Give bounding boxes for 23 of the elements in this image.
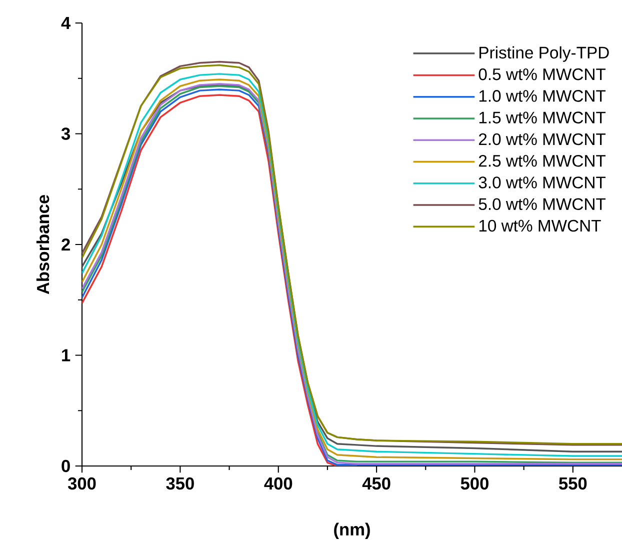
y-tick-label: 4	[61, 17, 71, 29]
y-tick-label: 3	[61, 128, 70, 140]
legend-label: 10 wt% MWCNT	[479, 220, 601, 232]
legend-label: 0.5 wt% MWCNT	[478, 68, 606, 80]
x-tick-label: 350	[166, 477, 194, 490]
x-tick-label: 450	[362, 477, 390, 490]
legend-label: 1.0 wt% MWCNT	[479, 90, 606, 102]
legend-label: Pristine Poly-TPD	[480, 46, 609, 62]
legend-label: 5.0 wt% MWCNT	[478, 198, 606, 210]
x-axis-title: (nm)	[334, 522, 370, 539]
x-tick-label: 400	[264, 477, 292, 490]
x-tick-label: 300	[68, 477, 96, 490]
legend-label: 2.5 wt% MWCNT	[478, 154, 606, 167]
x-tick-label: 500	[460, 477, 488, 490]
legend-label: 2.0 wt% MWCNT	[478, 133, 606, 146]
legend-label: 3.0 wt% MWCNT	[478, 176, 606, 188]
legend-label: 1.5 wt% MWCNT	[479, 112, 606, 124]
x-tick-label: 550	[558, 477, 587, 490]
y-tick-label: 1	[62, 349, 70, 362]
y-tick-label: 2	[62, 238, 70, 251]
y-tick-label: 0	[62, 460, 70, 472]
line-series	[82, 94, 358, 466]
y-axis-title: Absorbance	[36, 194, 50, 294]
